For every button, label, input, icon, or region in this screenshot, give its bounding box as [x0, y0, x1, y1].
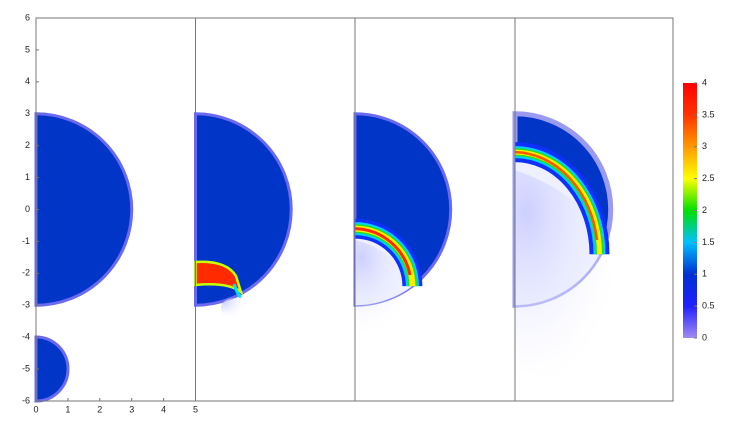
x-tick-label: 3: [129, 404, 134, 414]
y-tick-label: 4: [25, 76, 30, 86]
y-tick-label: 0: [25, 204, 30, 214]
wake-haze: [515, 170, 630, 380]
y-tick-label: -6: [22, 395, 30, 405]
y-tick-label: -3: [22, 300, 30, 310]
colorbar-tick-label: 0.5: [702, 301, 715, 311]
colorbar-tick-label: 4: [702, 77, 707, 87]
wake: [221, 298, 249, 318]
shock: [354, 218, 423, 287]
colorbar-tick-label: 1.5: [702, 237, 715, 247]
x-tick-label: 1: [65, 404, 70, 414]
colorbar-tick-label: 2: [702, 205, 707, 215]
x-tick-label: 2: [97, 404, 102, 414]
y-tick-label: 1: [25, 172, 30, 182]
shock: [514, 142, 610, 255]
y-tick-label: -2: [22, 268, 30, 278]
panels: [34, 111, 630, 403]
wake-haze: [355, 240, 420, 330]
colorbar-tick-label: 0: [702, 332, 707, 342]
y-tick-label: -1: [22, 236, 30, 246]
colorbar-tick-label: 2.5: [702, 173, 715, 183]
drop-small: [34, 335, 70, 403]
x-tick-label: 5: [193, 404, 198, 414]
y-tick-label: 6: [25, 12, 30, 22]
y-tick-label: 2: [25, 140, 30, 150]
y-tick-label: 3: [25, 108, 30, 118]
drop: [34, 112, 134, 307]
y-tick-label: -4: [22, 332, 30, 342]
colorbar-tick-label: 1: [702, 269, 707, 279]
y-tick-label: 5: [25, 44, 30, 54]
colorbar: [683, 83, 697, 338]
x-tick-label: 4: [161, 404, 166, 414]
colorbar-tick-label: 3: [702, 141, 707, 151]
y-tick-label: -5: [22, 363, 30, 373]
shock: [194, 260, 244, 296]
shock-tip: [232, 283, 242, 299]
drop: [194, 112, 293, 307]
colorbar-tick-label: 3.5: [702, 109, 715, 119]
x-tick-label: 0: [33, 404, 38, 414]
